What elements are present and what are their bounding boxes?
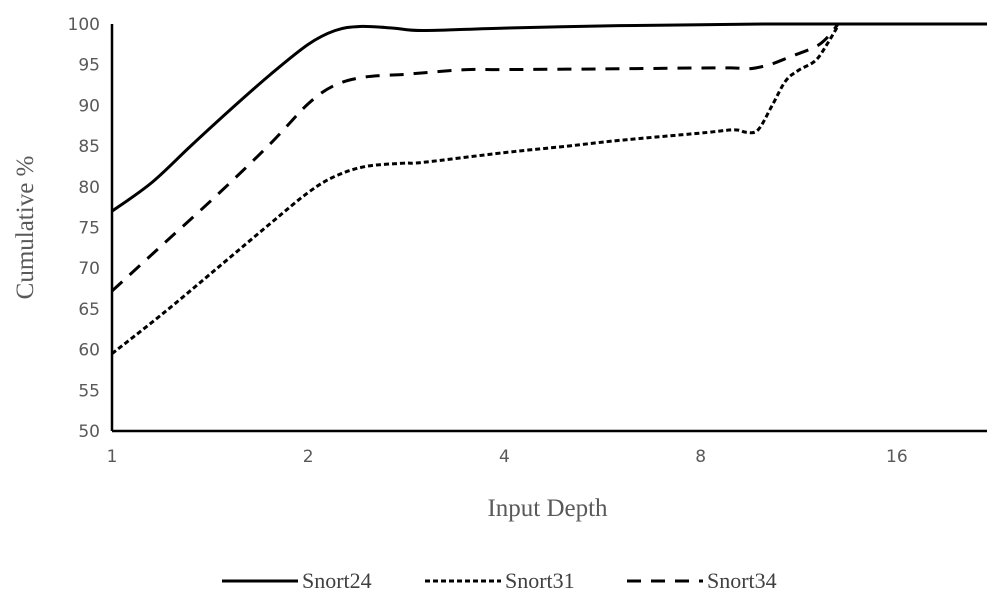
series-line-snort24	[111, 22, 987, 213]
y-tick-label: 60	[78, 341, 100, 361]
series-lines	[110, 22, 987, 355]
series-line-snort31	[111, 24, 840, 355]
y-tick-label: 55	[78, 381, 100, 401]
legend-label-snort24: Snort24	[302, 568, 372, 593]
y-tick-label: 95	[78, 56, 100, 76]
y-axis-title: Cumulative %	[12, 156, 39, 300]
legend: Snort24 Snort31 Snort34	[222, 568, 777, 593]
x-tick-label: 4	[499, 447, 510, 467]
y-tick-label: 90	[78, 96, 100, 116]
legend-label-snort34: Snort34	[707, 568, 777, 593]
x-axis-tick-labels: 1 2 4 8 16	[107, 447, 908, 467]
x-tick-label: 8	[695, 447, 706, 467]
x-tick-label: 2	[303, 447, 314, 467]
y-tick-label: 100	[68, 15, 100, 35]
x-axis-title: Input Depth	[487, 495, 608, 522]
x-tick-label: 1	[107, 447, 118, 467]
y-tick-label: 80	[78, 178, 100, 198]
x-tick-label: 16	[886, 447, 908, 467]
y-tick-label: 75	[78, 219, 100, 239]
y-tick-label: 50	[78, 422, 100, 442]
y-tick-label: 70	[78, 259, 100, 279]
y-axis-tick-labels: 50 55 60 65 70 75 80 85 90 95 100	[68, 15, 100, 442]
y-tick-label: 65	[78, 300, 100, 320]
legend-label-snort31: Snort31	[505, 568, 575, 593]
series-line-snort34	[110, 23, 840, 293]
y-tick-label: 85	[78, 137, 100, 157]
